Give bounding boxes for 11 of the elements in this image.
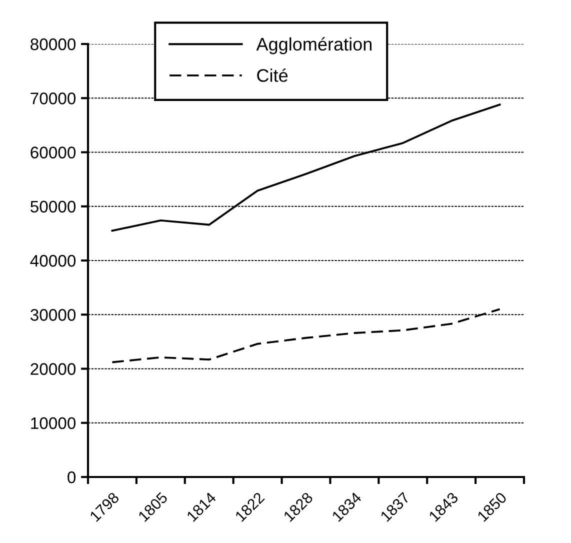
y-tick-label: 60000 — [30, 146, 76, 158]
legend-label: Agglomération — [256, 37, 372, 54]
y-tick-label: 20000 — [30, 363, 76, 375]
y-tick-label: 40000 — [30, 254, 76, 267]
y-tick-label: 0 — [68, 471, 76, 484]
legend-label: Cité — [257, 68, 288, 82]
y-tick-label: 70000 — [30, 92, 76, 104]
y-tick-label: 10000 — [31, 417, 76, 430]
y-tick-label: 80000 — [30, 38, 76, 50]
y-tick-label: 50000 — [30, 200, 76, 213]
y-tick-label: 30000 — [30, 309, 76, 321]
